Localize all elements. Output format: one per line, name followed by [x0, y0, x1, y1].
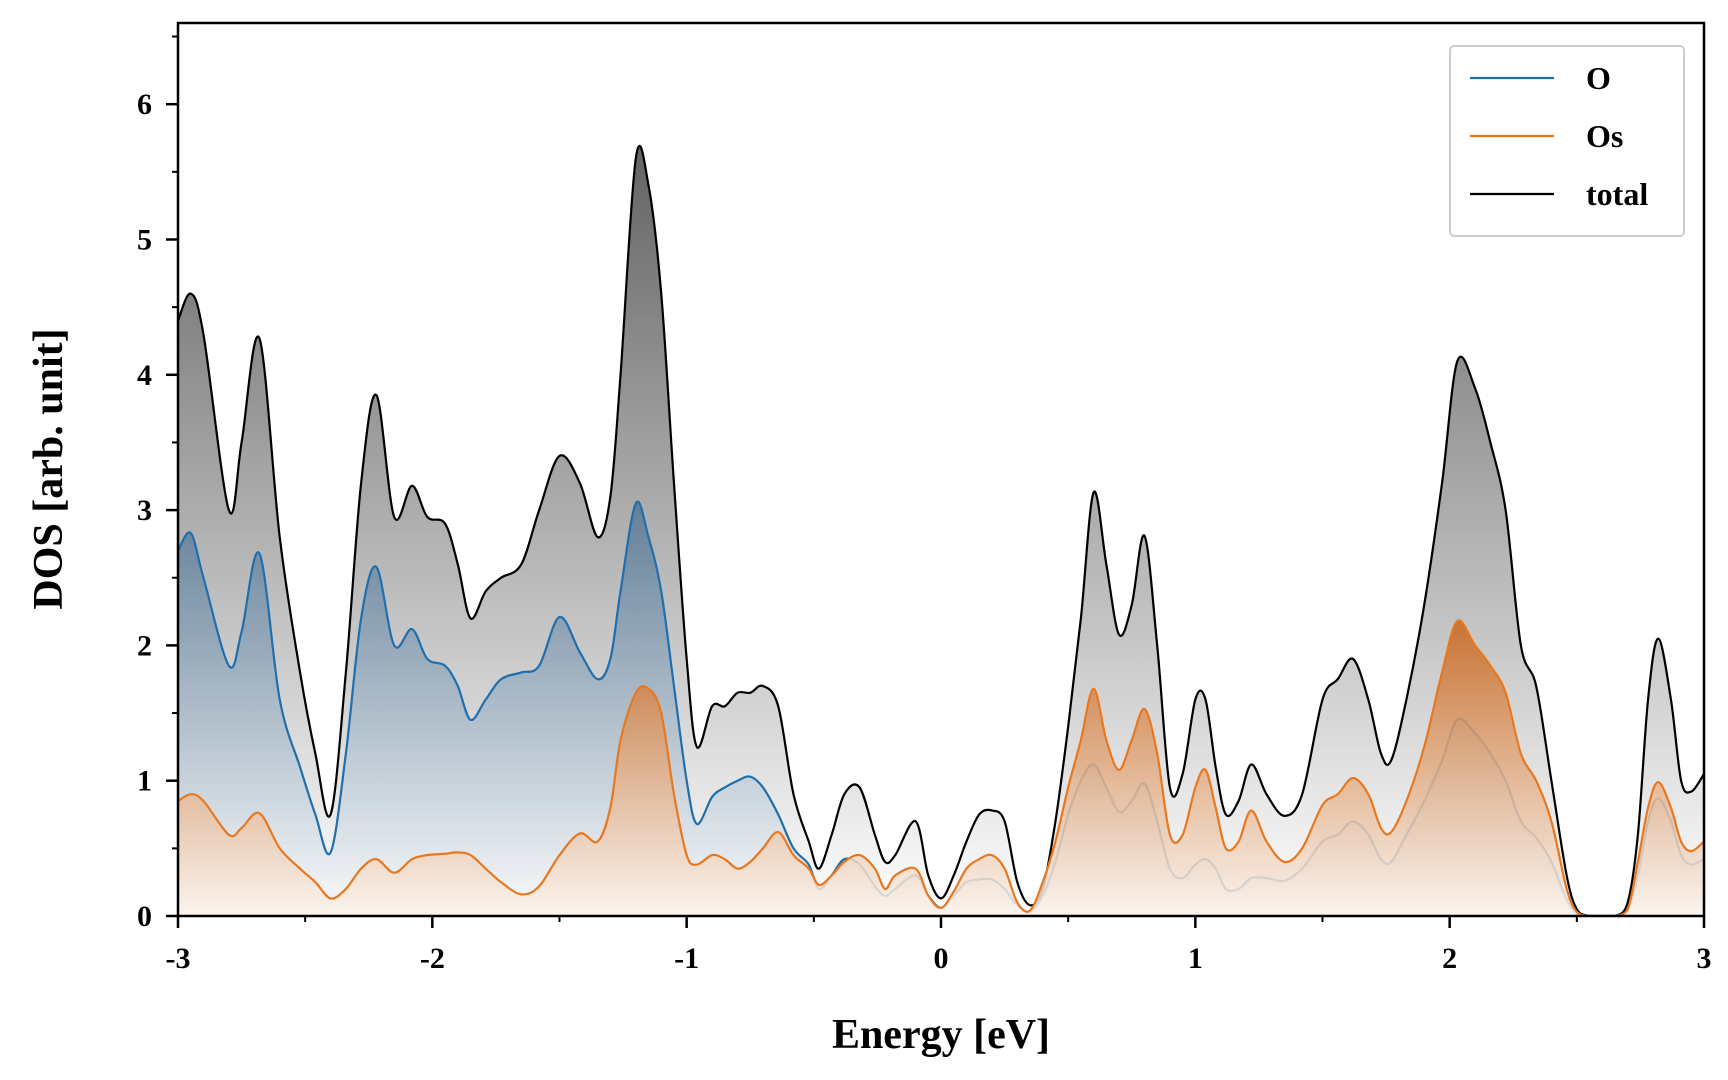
legend-label-os: Os [1586, 118, 1623, 154]
x-tick-label: 1 [1188, 942, 1203, 975]
x-tick-label: -3 [166, 942, 191, 975]
y-tick-label: 6 [137, 88, 152, 121]
x-tick-label: 0 [934, 942, 949, 975]
x-tick-label: 3 [1697, 942, 1712, 975]
series-o-area [178, 501, 1704, 916]
series-total-line [178, 144, 1704, 916]
legend: O Os total [1449, 45, 1685, 237]
legend-label-o: O [1586, 60, 1611, 96]
y-tick-label: 2 [137, 629, 152, 662]
y-axis-title: DOS [arb. unit] [26, 328, 72, 609]
x-axis: -3 -2 -1 0 1 2 3 [166, 916, 1712, 975]
y-tick-label: 3 [137, 494, 152, 527]
series-os-line [178, 619, 1704, 916]
legend-box [1449, 45, 1685, 237]
y-tick-label: 4 [137, 359, 152, 392]
x-tick-label: -1 [674, 942, 699, 975]
y-tick-label: 0 [137, 900, 152, 933]
y-axis: 0 1 2 3 4 5 6 [137, 35, 178, 933]
series-layer [178, 144, 1704, 916]
x-tick-label: -2 [420, 942, 445, 975]
y-tick-label: 1 [137, 765, 152, 798]
x-axis-title: Energy [eV] [832, 1012, 1050, 1058]
legend-label-total: total [1586, 176, 1648, 212]
series-os-area [178, 620, 1704, 916]
y-tick-label: 5 [137, 223, 152, 256]
x-tick-label: 2 [1442, 942, 1457, 975]
